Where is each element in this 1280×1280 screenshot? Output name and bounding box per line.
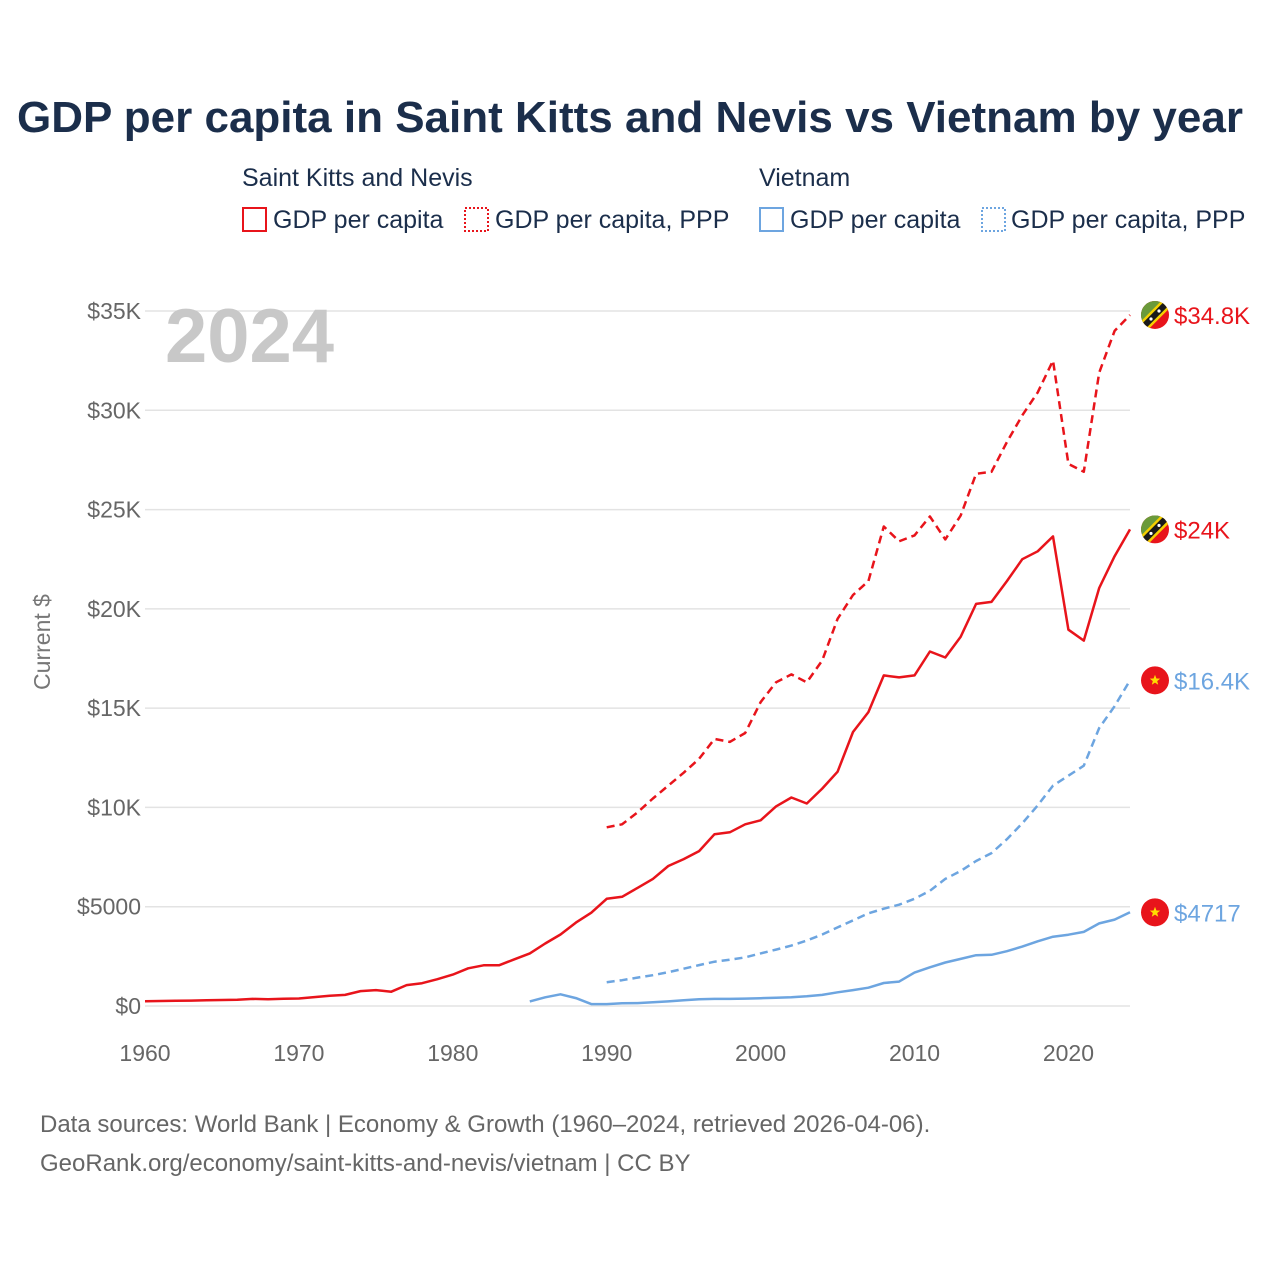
end-value-label: $16.4K xyxy=(1174,668,1250,695)
x-tick-label: 2000 xyxy=(735,1040,786,1066)
end-markers: $24K $34.8K $4717 $16.4K xyxy=(1141,300,1250,927)
legend-swatch-skn-gdp xyxy=(242,207,267,232)
series-lines xyxy=(144,314,1132,1006)
y-tick-label: $35K xyxy=(87,298,141,324)
y-tick-label: $15K xyxy=(87,695,141,721)
end-value-label: $4717 xyxy=(1174,900,1241,927)
legend-item-skn-gdp: GDP per capita xyxy=(273,206,444,234)
x-tick-label: 1960 xyxy=(119,1040,170,1066)
flag-saint-kitts-icon xyxy=(1141,300,1169,329)
legend-swatch-skn-ppp xyxy=(464,207,489,232)
y-tick-label: $5000 xyxy=(77,894,141,920)
flag-vietnam-icon xyxy=(1141,666,1169,695)
series-line-3 xyxy=(606,679,1132,984)
legend-item-vn-gdp: GDP per capita xyxy=(790,206,961,234)
x-tick-label: 1990 xyxy=(581,1040,632,1066)
legend-swatch-vn-ppp xyxy=(981,207,1006,232)
legend-group-vietnam: Vietnam xyxy=(759,164,850,192)
y-tick-label: $0 xyxy=(115,993,141,1019)
flag-vietnam-icon xyxy=(1141,898,1169,927)
legend: Saint Kitts and Nevis GDP per capita GDP… xyxy=(242,164,1245,234)
flag-saint-kitts-icon xyxy=(1141,515,1169,544)
end-value-label: $24K xyxy=(1174,517,1230,544)
x-tick-label: 1980 xyxy=(427,1040,478,1066)
series-line-1 xyxy=(606,314,1131,829)
series-line-2 xyxy=(529,911,1131,1006)
y-tick-label: $25K xyxy=(87,497,141,523)
legend-item-skn-ppp: GDP per capita, PPP xyxy=(495,206,729,234)
y-tick-label: $20K xyxy=(87,596,141,622)
y-axis-ticks: $0 $5000 $10K $15K $20K $25K $30K $35K xyxy=(77,298,142,1019)
legend-group-saint-kitts: Saint Kitts and Nevis xyxy=(242,164,473,192)
legend-swatch-vn-gdp xyxy=(759,207,784,232)
x-tick-label: 2010 xyxy=(889,1040,940,1066)
chart-title: GDP per capita in Saint Kitts and Nevis … xyxy=(17,93,1243,142)
footer-sources: Data sources: World Bank | Economy & Gro… xyxy=(40,1111,931,1138)
series-line-0 xyxy=(144,528,1132,1003)
y-axis-label: Current $ xyxy=(29,594,55,690)
x-tick-label: 2020 xyxy=(1043,1040,1094,1066)
y-tick-label: $30K xyxy=(87,397,141,423)
x-axis-ticks: 1960 1970 1980 1990 2000 2010 2020 xyxy=(119,1040,1094,1066)
legend-item-vn-ppp: GDP per capita, PPP xyxy=(1011,206,1245,234)
footer: Data sources: World Bank | Economy & Gro… xyxy=(40,1105,930,1183)
y-tick-label: $10K xyxy=(87,794,141,820)
end-value-label: $34.8K xyxy=(1174,303,1250,330)
grid-lines xyxy=(145,310,1130,1007)
footer-link[interactable]: GeoRank.org/economy/saint-kitts-and-nevi… xyxy=(40,1150,691,1177)
year-watermark: 2024 xyxy=(165,294,334,379)
x-tick-label: 1970 xyxy=(273,1040,324,1066)
